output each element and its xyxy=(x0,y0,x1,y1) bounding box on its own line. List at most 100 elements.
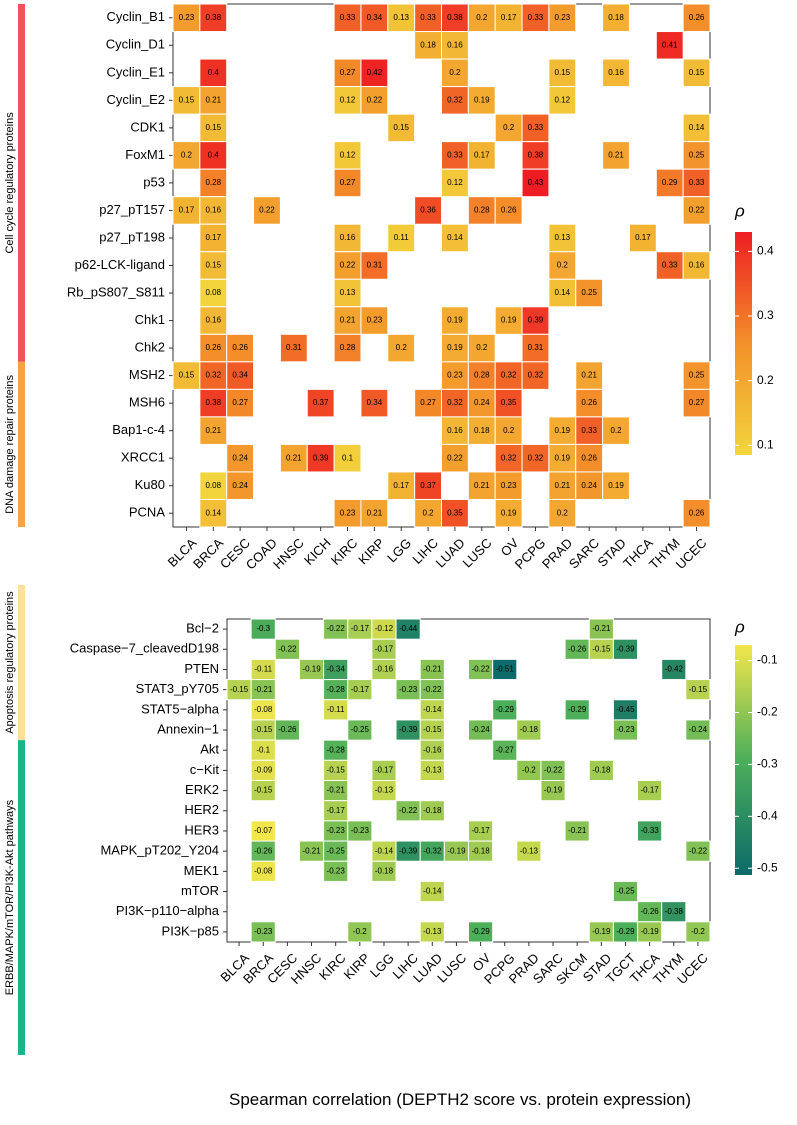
cell-label: -0.19 xyxy=(302,665,321,674)
colorbar xyxy=(735,645,752,875)
heat-cell xyxy=(419,880,445,903)
cell-label: -0.13 xyxy=(520,846,539,855)
row-label: ERK2 xyxy=(185,782,219,797)
cell-label: -0.23 xyxy=(616,725,635,734)
legend-title: ρ xyxy=(734,617,745,636)
cell-label: 0.34 xyxy=(367,13,383,22)
heat-cell xyxy=(250,618,276,640)
cell-label: 0.29 xyxy=(662,178,678,187)
cell-label: -0.13 xyxy=(423,766,442,775)
cell-label: 0.42 xyxy=(367,68,383,77)
cell-label: 0.18 xyxy=(608,13,624,22)
heat-cell xyxy=(494,443,523,473)
row-label: p27_pT198 xyxy=(99,229,165,244)
cell-label: 0.24 xyxy=(474,398,490,407)
cell-label: 0.19 xyxy=(555,426,571,435)
heat-cell xyxy=(199,196,228,225)
cell-label: 0.38 xyxy=(528,151,544,160)
cell-label: -0.11 xyxy=(254,665,272,674)
cell-label: 0.28 xyxy=(205,178,221,187)
heat-cell xyxy=(323,860,349,882)
heat-cell xyxy=(419,800,445,822)
heat-cell xyxy=(371,780,397,802)
cell-label: -0.22 xyxy=(689,846,708,855)
row-label: Cyclin_D1 xyxy=(106,37,165,52)
cell-label: -0.21 xyxy=(568,826,587,835)
cell-label: 0.22 xyxy=(447,453,463,462)
heat-cell xyxy=(602,471,630,500)
colorbar-label: -0.1 xyxy=(757,653,778,667)
cell-label: 0.18 xyxy=(420,40,436,49)
heat-cell xyxy=(250,860,276,882)
column-label: LGG xyxy=(384,535,414,565)
cell-label: 0.28 xyxy=(474,371,490,380)
cell-label: -0.14 xyxy=(375,846,394,855)
heat-cell xyxy=(279,333,308,363)
heat-cell xyxy=(548,278,577,308)
column-label: SARC xyxy=(566,535,602,571)
heat-cell xyxy=(323,699,349,721)
row-label: PCNA xyxy=(129,505,165,520)
heat-cell xyxy=(172,3,201,33)
cell-label: -0.12 xyxy=(375,624,394,633)
cell-label: -0.22 xyxy=(423,685,442,694)
cell-label: 0.21 xyxy=(205,95,221,104)
row-label: Chk1 xyxy=(135,312,165,327)
cell-label: -0.08 xyxy=(254,866,273,875)
heat-cell xyxy=(494,196,523,225)
row-label: Cyclin_E2 xyxy=(106,92,165,107)
cell-label: 0.34 xyxy=(232,371,248,380)
cell-label: -0.2 xyxy=(522,766,536,775)
cell-label: -0.26 xyxy=(641,907,660,916)
cell-label: 0.28 xyxy=(340,343,356,352)
cell-label: 0.24 xyxy=(232,453,248,462)
cell-label: -0.22 xyxy=(544,766,563,775)
cell-label: -0.21 xyxy=(592,624,611,633)
cell-label: -0.16 xyxy=(423,745,442,754)
heat-cell xyxy=(521,361,550,390)
cell-label: 0.19 xyxy=(608,481,624,490)
cell-label: 0.32 xyxy=(528,371,544,380)
heat-cell xyxy=(333,58,362,88)
cell-label: -0.25 xyxy=(351,725,370,734)
cell-label: 0.2 xyxy=(610,426,622,435)
cell-label: 0.08 xyxy=(205,288,221,297)
heat-cell xyxy=(441,443,469,473)
row-label: Bcl−2 xyxy=(186,621,219,636)
cell-label: -0.15 xyxy=(592,644,611,653)
row-label: p53 xyxy=(143,174,165,189)
heat-cell xyxy=(548,3,577,33)
heat-cell xyxy=(199,278,228,308)
heat-cell xyxy=(548,58,577,88)
cell-label: -0.23 xyxy=(254,927,273,936)
cell-label: -0.1 xyxy=(256,745,270,754)
column-label: LGG xyxy=(367,950,397,980)
cell-label: 0.19 xyxy=(474,95,490,104)
heat-cell xyxy=(682,498,711,528)
cell-label: 0.41 xyxy=(662,40,678,49)
heat-cell xyxy=(682,388,711,418)
cell-label: 0.16 xyxy=(608,68,624,77)
row-label: MAPK_pT202_Y204 xyxy=(100,843,219,858)
row-label: CDK1 xyxy=(130,119,165,134)
cell-label: -0.18 xyxy=(375,866,394,875)
heat-cell xyxy=(516,719,542,741)
cell-label: 0.17 xyxy=(393,481,409,490)
cell-label: 0.23 xyxy=(555,13,571,22)
cell-label: -0.22 xyxy=(278,644,297,653)
cell-label: -0.17 xyxy=(351,624,370,633)
heat-cell xyxy=(628,223,657,253)
cell-label: 0.2 xyxy=(476,13,488,22)
cell-label: -0.15 xyxy=(230,685,249,694)
cell-label: 0.14 xyxy=(689,123,705,132)
colorbar-label: 0.3 xyxy=(757,308,774,322)
cell-label: 0.2 xyxy=(503,123,515,132)
cell-label: -0.42 xyxy=(665,665,684,674)
group-label: ERBB/MAPK/mTOR/PI3K-Akt pathways xyxy=(4,799,16,995)
cell-label: -0.38 xyxy=(665,907,684,916)
cell-label: -0.29 xyxy=(496,705,515,714)
caption: Spearman correlation (DEPTH2 score vs. p… xyxy=(229,1090,691,1109)
cell-label: 0.24 xyxy=(232,481,248,490)
cell-label: 0.35 xyxy=(501,398,517,407)
cell-label: 0.17 xyxy=(474,151,490,160)
